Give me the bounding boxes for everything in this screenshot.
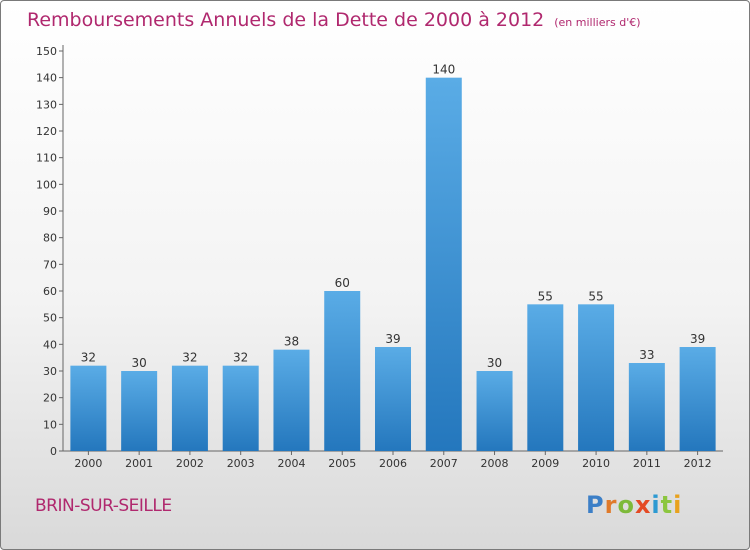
bar-value-label: 32 (182, 351, 197, 365)
y-tick-label: 60 (43, 285, 57, 298)
bar (70, 365, 107, 451)
chart-title: Remboursements Annuels de la Dette de 20… (27, 9, 641, 31)
x-tick-label: 2010 (582, 457, 610, 470)
y-tick-label: 90 (43, 205, 57, 218)
y-tick-label: 50 (43, 312, 57, 325)
y-tick-label: 10 (43, 418, 57, 431)
y-tick-label: 150 (36, 45, 57, 58)
chart-title-text: Remboursements Annuels de la Dette de 20… (27, 9, 545, 31)
bar-value-label: 33 (639, 348, 654, 362)
x-tick-label: 2012 (684, 457, 712, 470)
x-tick-label: 2003 (227, 457, 255, 470)
y-tick-label: 140 (36, 72, 57, 85)
bar (628, 363, 665, 451)
x-tick-label: 2002 (176, 457, 204, 470)
bar-value-label: 32 (233, 351, 248, 365)
x-tick-label: 2011 (633, 457, 661, 470)
bar (222, 365, 259, 451)
y-tick-label: 110 (36, 152, 57, 165)
bar-value-label: 32 (81, 351, 96, 365)
x-tick-label: 2001 (125, 457, 153, 470)
y-tick-label: 30 (43, 365, 57, 378)
bar-value-label: 55 (588, 289, 603, 303)
y-tick-label: 130 (36, 98, 57, 111)
commune-name: BRIN-SUR-SEILLE (35, 496, 172, 516)
bar (121, 371, 158, 451)
bar (375, 347, 411, 451)
y-tick-label: 0 (50, 445, 57, 458)
bar (679, 347, 716, 451)
x-tick-label: 2006 (379, 457, 407, 470)
bar-value-label: 55 (538, 289, 553, 303)
bar-value-label: 39 (385, 332, 400, 346)
y-tick-label: 100 (36, 178, 57, 191)
x-tick-label: 2009 (531, 457, 559, 470)
x-tick-label: 2007 (430, 457, 458, 470)
bar-value-label: 39 (690, 332, 705, 346)
x-tick-label: 2005 (328, 457, 356, 470)
bars: 32 30 32 32 38 60 39 140 30 55 55 33 39 (70, 63, 716, 452)
bar-value-label: 140 (432, 63, 455, 77)
y-tick-label: 120 (36, 125, 57, 138)
bar (578, 304, 615, 451)
bar (527, 304, 564, 451)
bar-value-label: 30 (487, 356, 502, 370)
bar (476, 371, 513, 451)
bar (273, 349, 310, 451)
bar-value-label: 30 (132, 356, 147, 370)
bar (425, 77, 462, 452)
bar (324, 291, 361, 451)
bar-value-label: 60 (335, 276, 350, 290)
y-tick-label: 80 (43, 232, 57, 245)
y-tick-label: 40 (43, 338, 57, 351)
y-tick-label: 20 (43, 392, 57, 405)
x-tick-label: 2004 (277, 457, 305, 470)
proxiti-logo: Proxiti (586, 491, 683, 519)
bar (171, 365, 208, 451)
chart-subtitle: (en milliers d'€) (554, 16, 641, 29)
y-tick-label: 70 (43, 258, 57, 271)
x-tick-label: 2000 (74, 457, 102, 470)
bar-value-label: 38 (284, 335, 299, 349)
x-tick-label: 2008 (481, 457, 509, 470)
